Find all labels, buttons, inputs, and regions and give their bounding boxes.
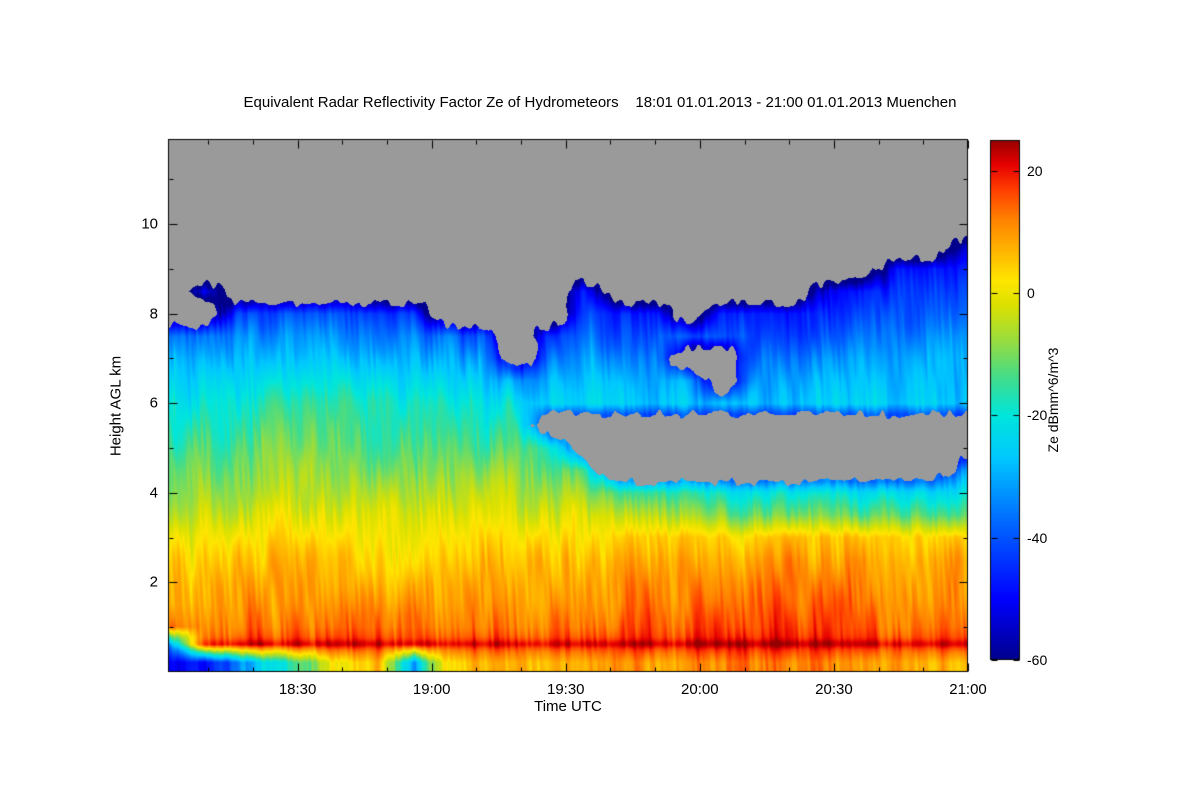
- x-tick-label: 20:00: [681, 681, 719, 698]
- x-tick-label: 19:30: [546, 681, 585, 698]
- y-axis-label: Height AGL km: [107, 355, 125, 457]
- x-tick-label: 19:00: [412, 681, 451, 698]
- y-tick-label: 2: [149, 573, 158, 591]
- colorbar-tick-label: -60: [1027, 652, 1048, 668]
- chart-title: Equivalent Radar Reflectivity Factor Ze …: [243, 94, 957, 111]
- y-tick-label: 10: [141, 215, 158, 233]
- x-tick-label: 20:30: [815, 681, 853, 698]
- x-tick-label: 21:00: [949, 681, 987, 698]
- colorbar-label: Ze dBmm^6/m^3: [1045, 347, 1061, 453]
- x-tick-label: 18:30: [278, 681, 317, 698]
- colorbar-tick-label: -40: [1027, 529, 1048, 546]
- y-tick-label: 6: [149, 394, 158, 412]
- colorbar-tick-label: -20: [1027, 407, 1048, 424]
- x-axis-label: Time UTC: [534, 698, 602, 715]
- colorbar-tick-label: 0: [1027, 284, 1035, 301]
- y-tick-label: 8: [149, 305, 158, 323]
- y-tick-label: 4: [149, 484, 158, 502]
- colorbar-tick-label: 20: [1027, 162, 1043, 179]
